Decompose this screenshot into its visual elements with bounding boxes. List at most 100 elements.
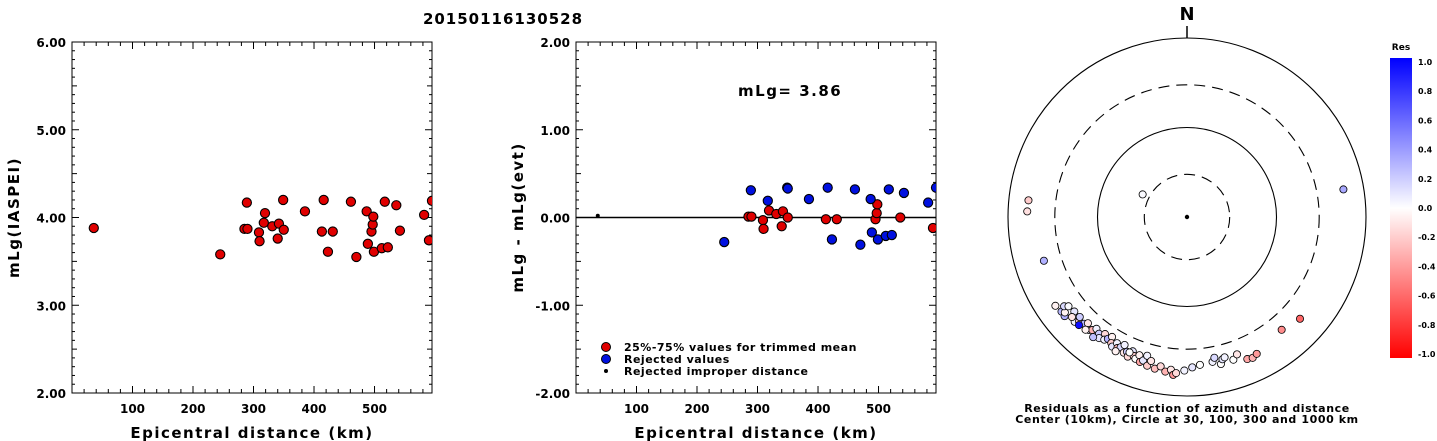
data-point (719, 236, 730, 248)
x-tick-label: 100 (624, 402, 649, 416)
station-point (1220, 353, 1229, 362)
distance-ring (1007, 37, 1367, 397)
colorbar-tick-label: 0.2 (1418, 175, 1432, 184)
data-point (595, 213, 600, 218)
x-tick-label: 200 (180, 402, 205, 416)
colorbar (1390, 58, 1412, 358)
station-point (1233, 350, 1242, 359)
colorbar-tick-label: -1.0 (1418, 350, 1436, 359)
colorbar-title: Res (1392, 43, 1410, 53)
middle-chart: 100 200 300 400 500 -2.00 -1.00 0.00 1.00 2.00 Epi… (509, 36, 937, 441)
distance-ring (1143, 173, 1231, 261)
data-point (391, 200, 402, 211)
y-tick-label: 6.00 (36, 36, 66, 50)
data-point (776, 221, 787, 232)
data-point (865, 193, 876, 205)
station-point (1051, 301, 1060, 310)
y-axis-title: mLg(IASPEI) (5, 157, 23, 278)
colorbar-tick-label: 1.0 (1418, 58, 1433, 67)
x-tick-label: 200 (684, 402, 709, 416)
legend-marker (601, 354, 611, 364)
data-point (886, 229, 897, 241)
x-tick-label: 500 (362, 402, 387, 416)
data-point (898, 187, 910, 199)
y-tick-label: 3.00 (36, 299, 66, 313)
station-point (1339, 185, 1348, 194)
data-point (927, 222, 936, 234)
legend-label: 25%-75% values for trimmed mean (624, 341, 857, 354)
station-point (1125, 348, 1134, 357)
station-point (1210, 353, 1219, 362)
station-point (1039, 256, 1048, 265)
data-point (345, 196, 357, 207)
colorbar-tick-label: 0.6 (1418, 116, 1433, 125)
data-point (895, 212, 906, 223)
colorbar-tick-label: 0.0 (1418, 204, 1433, 213)
data-point (278, 194, 289, 206)
polar-chart: N Residuals as a function of azimuth and … (1007, 4, 1436, 426)
left-chart: 100 200 300 400 500 2.00 3.00 4.00 5.00 6.00 Epice… (5, 36, 433, 441)
station-point (1024, 196, 1033, 205)
station-point (1111, 347, 1120, 356)
data-point (318, 194, 329, 206)
station-point (1180, 366, 1189, 375)
station-point (1156, 362, 1165, 371)
station-point (1081, 325, 1090, 334)
station-point (1075, 313, 1084, 322)
station-point (1143, 351, 1152, 360)
data-point (866, 227, 878, 238)
distance-ring (1054, 84, 1320, 350)
legend-label: Rejected improper distance (624, 365, 808, 378)
x-tick-label: 400 (301, 402, 326, 416)
station-point (1064, 302, 1073, 311)
x-tick-label: 300 (745, 402, 770, 416)
figure-title: 20150116130528 (423, 10, 583, 28)
data-point (782, 183, 793, 194)
data-point (418, 209, 430, 221)
data-point (820, 214, 832, 225)
data-point (831, 214, 842, 225)
y-tick-label: 0.00 (540, 212, 570, 226)
data-points (88, 194, 432, 263)
y-tick-label: 2.00 (540, 36, 570, 50)
legend-marker (601, 342, 611, 352)
data-point (254, 236, 265, 247)
y-axis-title: mLg - mLg(evt) (509, 142, 527, 292)
data-point (872, 199, 883, 210)
data-point (322, 246, 334, 257)
station-point (1172, 369, 1181, 378)
data-point (379, 196, 390, 207)
data-point (278, 224, 289, 235)
data-point (757, 214, 769, 226)
data-point (259, 207, 271, 219)
colorbar-tick-label: -0.4 (1418, 262, 1436, 271)
data-point (871, 207, 882, 219)
data-point (423, 235, 432, 246)
x-tick-label: 500 (866, 402, 891, 416)
data-point (241, 197, 253, 208)
station-point (1023, 207, 1032, 216)
data-point (822, 182, 833, 193)
data-point (368, 211, 379, 222)
station-point (1296, 314, 1305, 323)
y-tick-label: -2.00 (535, 387, 570, 401)
x-tick-label: 300 (241, 402, 266, 416)
y-tick-label: 1.00 (540, 124, 570, 138)
colorbar-tick-label: -0.6 (1418, 292, 1436, 301)
station-point (1277, 325, 1286, 334)
x-axis-title: Epicentral distance (km) (634, 424, 877, 441)
distance-ring (1096, 126, 1278, 308)
data-points (595, 182, 936, 250)
data-point (826, 234, 838, 245)
data-point (782, 212, 793, 223)
y-tick-label: 2.00 (36, 387, 66, 401)
data-point (327, 226, 338, 237)
data-point (930, 182, 936, 193)
colorbar-tick-label: 0.4 (1418, 146, 1433, 155)
caption-line2: Center (10km), Circle at 30, 100, 300 an… (1015, 413, 1359, 426)
data-point (855, 239, 866, 250)
data-point (258, 217, 269, 228)
data-point (762, 195, 773, 206)
station-point (1188, 363, 1197, 372)
